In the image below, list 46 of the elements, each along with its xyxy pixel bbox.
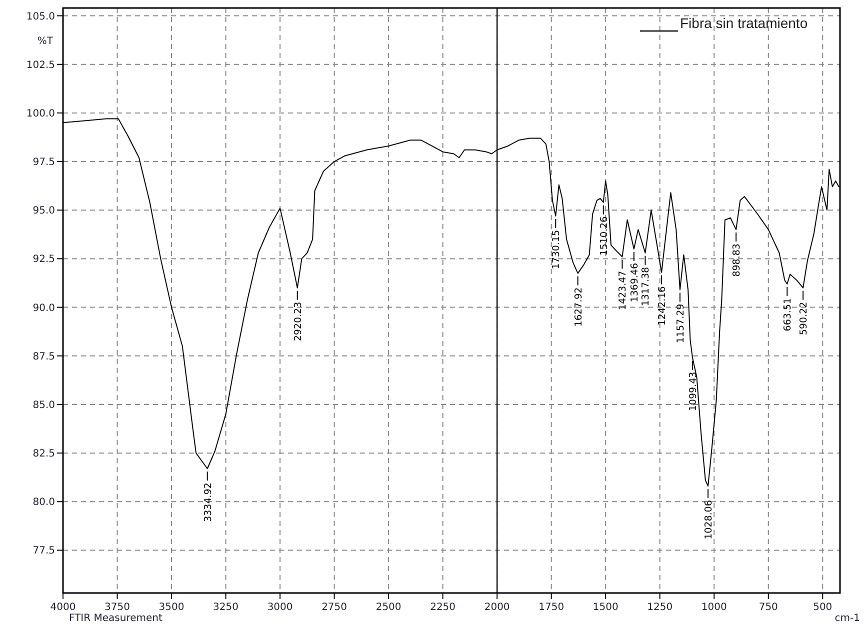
y-tick-label: 105.0 [26,11,55,22]
x-tick-label: 1000 [701,602,727,613]
text: FTIR Measurement [69,613,162,624]
annotation: 1242.16 [657,286,668,326]
y-tick-label: 87.5 [32,351,55,362]
annotation: 1510.26 [598,216,610,256]
x-tick-label: 1500 [592,602,618,613]
annotation: 1028.06 [704,500,715,540]
annotation: 898.83 [732,244,743,277]
x-tick-label: 3000 [267,602,293,613]
annotation: 1423.47 [618,270,629,310]
y-tick-label: 95.0 [32,206,55,217]
y-tick-label: 100.0 [26,108,55,120]
y-tick-label: 77.5 [32,546,55,557]
y-axis-title: %T [37,36,54,48]
x-tick-label: 3750 [104,602,130,613]
annotation: 1627.92 [573,287,584,327]
y-tick-label: 82.5 [32,448,55,460]
y-tick-label: 80.0 [32,497,55,508]
annotation: 1157.29 [675,304,686,344]
x-tick-label: 2250 [430,602,456,613]
legend-label: Fibra sin tratamiento [680,15,808,31]
x-tick-label: 500 [813,602,832,613]
x-tick-label: 1750 [538,602,564,613]
y-tick-label: 85.0 [32,400,55,411]
annotation: 1369.46 [629,262,640,302]
annotation: 1099.43 [688,372,700,412]
y-tick-label: 102.5 [26,60,55,71]
x-tick-label: 1250 [647,602,673,613]
annotation: 3334.92 [202,482,214,522]
annotation: 1317.38 [640,266,652,306]
x-tick-label: 4000 [50,602,76,613]
x-axis-title: cm-1 [834,613,860,624]
annotation: 590.22 [798,302,810,336]
x-tick-label: 750 [758,602,778,613]
x-tick-label: 2500 [376,602,402,613]
annotation: 1730.15 [551,230,562,270]
annotation: 2920.23 [292,302,304,342]
y-tick-label: 90.0 [32,302,55,314]
annotation: 663.51 [782,298,794,332]
y-tick-label: 92.5 [32,254,55,266]
x-tick-label: 2750 [322,602,348,613]
x-tick-label: 3250 [213,602,239,613]
x-tick-label: 2000 [484,602,510,613]
x-tick-label: 3500 [158,602,184,613]
y-tick-label: 97.5 [32,157,55,168]
